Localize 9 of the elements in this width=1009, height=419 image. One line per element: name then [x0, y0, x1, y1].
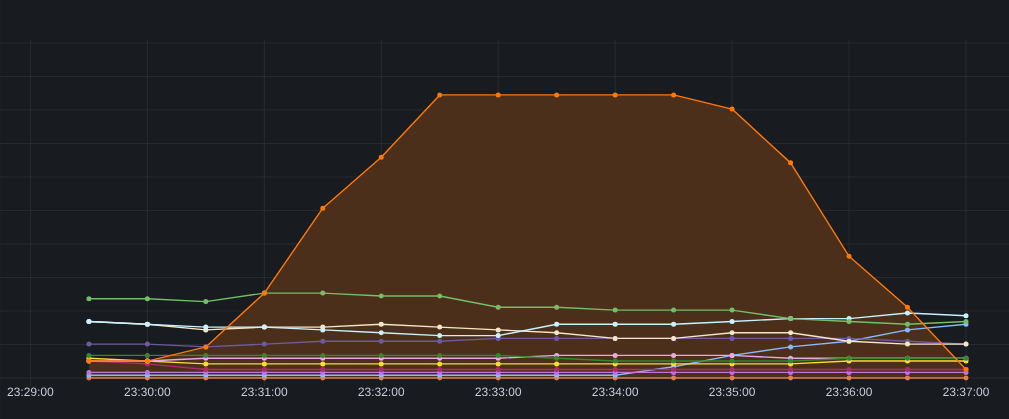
x-tick-label: 23:33:00 [475, 387, 522, 397]
x-tick-label: 23:35:00 [709, 387, 755, 397]
x-tick-label: 23:36:00 [826, 387, 872, 397]
x-tick-label: 23:34:00 [592, 387, 639, 397]
x-tick-label: 23:30:00 [124, 387, 171, 397]
x-tick-label: 23:29:00 [7, 387, 54, 397]
x-tick-label: 23:37:00 [943, 387, 989, 397]
x-tick-label: 23:32:00 [358, 387, 405, 397]
x-tick-label: 23:31:00 [241, 387, 288, 397]
